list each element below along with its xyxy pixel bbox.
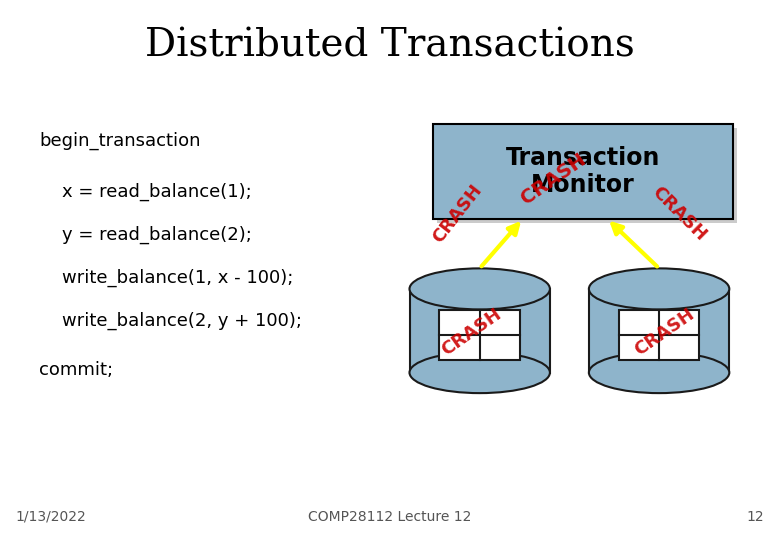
Text: write_balance(2, y + 100);: write_balance(2, y + 100); xyxy=(39,312,302,330)
Bar xyxy=(410,289,550,373)
Text: CRASH: CRASH xyxy=(631,305,697,360)
Text: 1/13/2022: 1/13/2022 xyxy=(16,510,87,524)
Text: COMP28112 Lecture 12: COMP28112 Lecture 12 xyxy=(308,510,472,524)
Text: Distributed Transactions: Distributed Transactions xyxy=(145,28,635,64)
Bar xyxy=(433,124,733,219)
Text: y = read_balance(2);: y = read_balance(2); xyxy=(39,226,252,244)
Bar xyxy=(439,310,520,360)
Text: begin_transaction: begin_transaction xyxy=(39,131,200,150)
Bar xyxy=(589,289,729,373)
Text: commit;: commit; xyxy=(39,361,113,379)
Ellipse shape xyxy=(410,268,550,309)
Text: write_balance(1, x - 100);: write_balance(1, x - 100); xyxy=(39,269,293,287)
Text: x = read_balance(1);: x = read_balance(1); xyxy=(39,183,252,201)
Bar xyxy=(437,128,737,222)
Text: CRASH: CRASH xyxy=(438,305,505,360)
Ellipse shape xyxy=(410,352,550,393)
Text: CRASH: CRASH xyxy=(517,150,589,208)
Text: CRASH: CRASH xyxy=(430,181,486,246)
Ellipse shape xyxy=(589,352,729,393)
Text: CRASH: CRASH xyxy=(648,183,710,244)
Text: 12: 12 xyxy=(746,510,764,524)
Text: Transaction
Monitor: Transaction Monitor xyxy=(506,146,660,197)
Bar xyxy=(619,310,700,360)
Ellipse shape xyxy=(589,268,729,309)
